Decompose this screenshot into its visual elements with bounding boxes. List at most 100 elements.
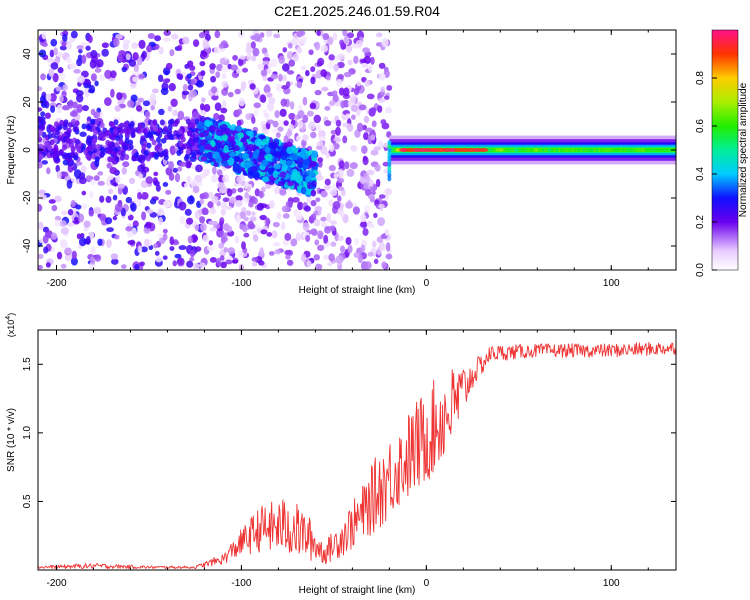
spectrogram-cell xyxy=(166,131,172,138)
spectrogram-cell xyxy=(313,42,319,48)
spectrogram-cell xyxy=(252,197,258,205)
carrier-core xyxy=(615,148,618,152)
spectrogram-cell xyxy=(370,107,377,114)
spectrogram-cell xyxy=(374,164,381,172)
spectrogram-cell xyxy=(186,175,192,184)
spectrogram-cell xyxy=(206,151,213,160)
spectrogram-cell xyxy=(252,47,260,57)
spectrogram-cell xyxy=(297,110,305,119)
spectrogram-cell xyxy=(387,176,392,182)
spectrogram-cell xyxy=(337,61,345,69)
snr-background xyxy=(38,330,676,570)
spectrogram-cell xyxy=(138,123,144,130)
spectrogram-cell xyxy=(362,228,369,236)
spectrogram-cell xyxy=(315,145,323,151)
spectrogram-cell xyxy=(310,189,317,197)
colorbar: 0.0 0.2 0.4 0.6 0.8 Normalized spectral ampl… xyxy=(695,29,749,277)
spectrogram-cell xyxy=(64,254,72,262)
spectrogram-cell xyxy=(67,221,75,227)
spectrogram-cell xyxy=(38,160,43,169)
spectrogram-cell xyxy=(329,100,336,106)
carrier-core xyxy=(580,148,583,152)
spectrogram-cell xyxy=(121,166,127,175)
spectrogram-y-label: Frequency (Hz) xyxy=(6,116,17,185)
carrier-core xyxy=(569,148,572,152)
spectrogram-cell xyxy=(274,151,281,158)
spectrogram-cell xyxy=(262,109,268,115)
spectrogram-cell xyxy=(261,159,269,167)
spectrogram-cell xyxy=(189,65,196,71)
spectrogram-cell xyxy=(49,139,55,146)
spectrogram-cell xyxy=(320,216,327,222)
spectrogram-cell xyxy=(349,94,356,103)
spectrogram-cell xyxy=(333,63,339,72)
carrier-core xyxy=(571,148,574,152)
spectrogram-cell xyxy=(333,172,339,180)
spectrogram-cell xyxy=(238,97,246,107)
spectrogram-cell xyxy=(340,245,346,253)
spectrogram-cell xyxy=(259,94,266,103)
spectrogram-cell xyxy=(260,186,266,193)
carrier-core xyxy=(493,148,496,152)
spectrogram-cell xyxy=(329,189,338,196)
x-tick-label: 0 xyxy=(424,578,430,589)
spectrogram-cell xyxy=(310,66,316,73)
spectrogram-cell xyxy=(90,73,97,82)
spectrogram-cell xyxy=(77,213,85,223)
spectrogram-cell xyxy=(347,59,353,66)
spectrogram-cell xyxy=(302,158,311,166)
spectrogram-cell xyxy=(289,101,295,110)
spectrogram-cell xyxy=(142,127,148,134)
spectrogram-cell xyxy=(199,60,206,67)
spectrogram-cell xyxy=(62,33,68,42)
spectrogram-cell xyxy=(314,239,320,246)
spectrogram-cell xyxy=(229,196,237,204)
spectrogram-cell xyxy=(274,249,281,255)
spectrogram-cell xyxy=(343,71,352,78)
spectrogram-cell xyxy=(65,247,72,255)
spectrogram-cell xyxy=(50,38,58,47)
spectrogram-cell xyxy=(154,250,160,256)
y-tick-label: 40 xyxy=(22,48,33,60)
spectrogram-cell xyxy=(38,238,45,244)
spectrogram-cell xyxy=(267,167,275,175)
spectrogram-cell xyxy=(198,32,206,39)
spectrogram-cell xyxy=(367,194,376,200)
spectrogram-cell xyxy=(89,179,97,186)
spectrogram-cell xyxy=(315,197,321,203)
spectrogram-cell xyxy=(130,131,136,138)
spectrogram-cell xyxy=(94,67,102,73)
spectrogram-cell xyxy=(320,44,329,53)
spectrogram-cell xyxy=(132,52,139,61)
spectrogram-cell xyxy=(50,232,58,240)
spectrogram-cell xyxy=(343,35,349,45)
spectrogram-cell xyxy=(109,166,118,175)
spectrogram-cell xyxy=(104,97,112,106)
spectrogram-cell xyxy=(219,220,224,226)
spectrogram-cell xyxy=(246,52,252,61)
spectrogram-cell xyxy=(114,105,121,112)
spectrogram-cell xyxy=(338,87,345,96)
spectrogram-cell xyxy=(190,123,196,130)
spectrogram-cell xyxy=(192,185,200,194)
spectrogram-cell xyxy=(57,67,64,74)
spectrogram-cell xyxy=(94,80,99,87)
spectrogram-cell xyxy=(181,90,190,96)
spectrogram-cell xyxy=(172,109,179,117)
spectrogram-cell xyxy=(79,131,87,137)
spectrogram-cell xyxy=(370,134,376,141)
spectrogram-cell xyxy=(99,195,105,203)
spectrogram-x-label: Height of straight line (km) xyxy=(299,285,416,296)
spectrogram-cell xyxy=(197,121,205,130)
carrier-core xyxy=(553,148,556,152)
spectrogram-cell xyxy=(250,41,256,49)
colorbar-label: Normalized spectral amplitude xyxy=(738,82,749,217)
x-tick-label: -100 xyxy=(231,578,251,589)
spectrogram-cell xyxy=(174,172,181,183)
spectrogram-cell xyxy=(220,208,227,216)
spectrogram-cell xyxy=(173,129,179,136)
spectrogram-cell xyxy=(328,54,335,61)
spectrogram-cell xyxy=(53,47,58,56)
spectrogram-cell xyxy=(150,93,156,102)
spectrogram-cell xyxy=(352,206,361,215)
